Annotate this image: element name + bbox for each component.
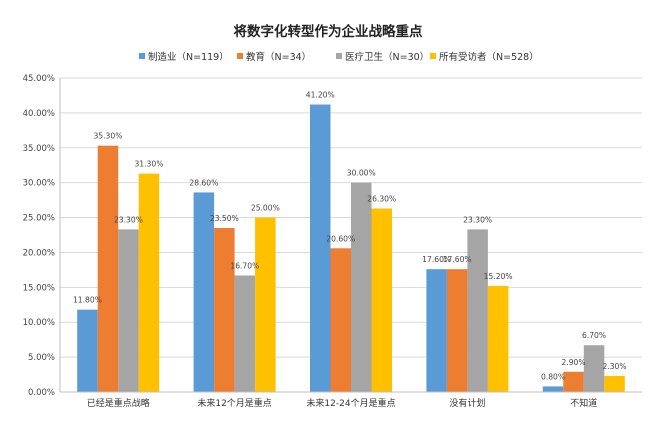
legend-swatch-2 [237, 53, 243, 59]
bar-4-2 [255, 217, 276, 392]
bar-4-5 [604, 375, 625, 392]
data-label: 0.80% [541, 372, 565, 381]
bar-2-3 [330, 248, 351, 392]
legend-label-2: 教育（N=34） [246, 51, 311, 63]
bar-4-4 [487, 285, 509, 392]
bar-2-2 [214, 228, 235, 392]
bar-2-5 [563, 371, 584, 392]
bar-2-4 [446, 269, 468, 392]
legend-label-3: 医疗卫生（N=30） [345, 51, 429, 63]
legend-swatch-3 [336, 53, 342, 59]
bar-4-1 [138, 173, 160, 392]
x-category-label: 未来12个月是重点 [197, 397, 271, 409]
bar-4-3 [371, 208, 392, 392]
data-label: 31.30% [134, 160, 163, 169]
bar-1-4 [426, 269, 447, 392]
data-label: 26.30% [367, 194, 396, 203]
bar-3-2 [234, 275, 256, 392]
legend-swatch-1 [139, 53, 145, 59]
data-label: 11.80% [73, 296, 102, 305]
bar-3-3 [351, 182, 372, 392]
y-tick-label: 25.00% [23, 214, 55, 224]
data-label: 25.00% [251, 204, 280, 213]
legend-label-1: 制造业（N=119） [148, 51, 229, 63]
y-tick-label: 20.00% [23, 248, 55, 258]
x-category-label: 未来12-24个月是重点 [306, 397, 395, 409]
x-category-label: 不知道 [570, 397, 597, 409]
bar-2-1 [97, 145, 119, 392]
y-tick-label: 45.00% [23, 74, 55, 84]
bar-3-5 [583, 345, 605, 392]
bar-1-3 [310, 104, 331, 392]
bars [77, 104, 625, 392]
data-label: 16.70% [230, 261, 259, 270]
data-label: 23.50% [210, 214, 239, 223]
data-label: 6.70% [582, 331, 606, 340]
x-axis: 已经是重点战略 未来12个月是重点 未来12-24个月是重点 没有计划 不知道 [60, 391, 642, 409]
data-label: 23.30% [114, 215, 143, 224]
y-tick-label: 0.00% [28, 388, 55, 398]
data-label: 17.60% [443, 255, 472, 264]
legend-swatch-4 [430, 53, 436, 59]
chart-title: 将数字化转型作为企业战略重点 [234, 23, 423, 40]
y-axis: 0.00% 5.00% 10.00% 15.00% 20.00% 25.00% 30.00%… [23, 74, 61, 398]
y-tick-label: 35.00% [23, 144, 55, 154]
y-tick-label: 15.00% [23, 283, 55, 293]
data-label: 35.30% [93, 132, 122, 141]
y-tick-label: 5.00% [28, 353, 55, 363]
data-label: 28.60% [189, 178, 218, 187]
bar-3-4 [467, 229, 488, 392]
bar-1-1 [77, 309, 98, 392]
data-label: 41.20% [306, 91, 335, 100]
x-category-label: 已经是重点战略 [87, 397, 150, 409]
bar-1-5 [542, 386, 564, 392]
legend-label-4: 所有受访者（N=528） [439, 51, 539, 63]
y-tick-label: 40.00% [23, 109, 55, 119]
bar-3-1 [118, 229, 139, 392]
data-label: 2.30% [602, 362, 626, 371]
x-category-label: 没有计划 [449, 397, 485, 409]
data-label: 20.60% [326, 234, 355, 243]
legend: 制造业（N=119） 教育（N=34） 医疗卫生（N=30） 所有受访者（N=528） [139, 51, 539, 63]
y-tick-label: 30.00% [23, 179, 55, 189]
data-label: 30.00% [347, 169, 376, 178]
data-label: 15.20% [484, 272, 513, 281]
data-label: 23.30% [463, 215, 492, 224]
data-label: 17.60% [422, 255, 451, 264]
data-label: 2.90% [561, 358, 585, 367]
data-labels: 11.80% 35.30% 23.30% 31.30% 28.60% 23.50% 16.7… [73, 91, 627, 382]
bar-1-2 [193, 192, 215, 392]
y-tick-label: 10.00% [23, 318, 55, 328]
